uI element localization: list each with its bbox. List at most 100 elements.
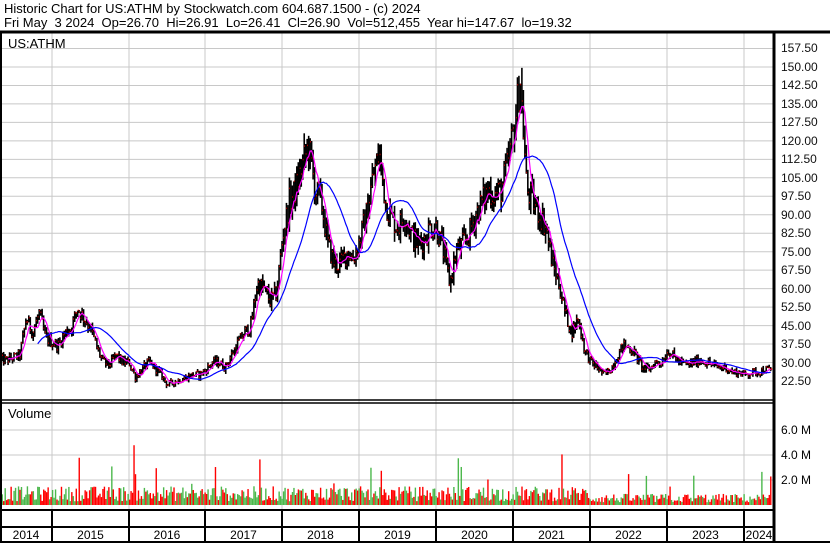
volume-bar <box>614 500 616 505</box>
volume-bar <box>149 493 152 505</box>
volume-bar <box>337 489 340 505</box>
volume-bar <box>738 498 741 505</box>
volume-bar <box>510 498 513 505</box>
volume-bar <box>361 490 363 505</box>
volume-bar <box>16 501 18 505</box>
volume-bar <box>441 490 443 505</box>
volume-bar <box>182 487 184 505</box>
volume-bar <box>91 487 94 505</box>
volume-bar <box>176 493 178 505</box>
volume-bar <box>133 445 135 505</box>
volume-bar <box>638 496 640 505</box>
volume-bar <box>312 489 314 505</box>
year-label: 2020 <box>461 528 488 542</box>
volume-bar <box>223 492 226 505</box>
volume-bar <box>97 495 100 505</box>
volume-bar <box>282 491 285 505</box>
volume-bar <box>472 497 474 505</box>
volume-bar <box>664 494 667 505</box>
volume-bar <box>368 499 371 505</box>
volume-bar <box>516 491 519 505</box>
volume-bar <box>272 486 274 505</box>
volume-label: Volume <box>8 406 52 421</box>
volume-bar <box>479 491 482 505</box>
volume-bar <box>435 496 437 505</box>
volume-bar <box>767 498 769 505</box>
volume-bar <box>125 500 128 505</box>
volume-bar <box>127 493 129 505</box>
volume-bar <box>559 499 562 505</box>
volume-bar <box>192 489 194 505</box>
volume-bar <box>470 499 473 505</box>
volume-bar <box>493 494 495 505</box>
volume-bar <box>679 501 682 505</box>
volume-bar <box>121 500 123 505</box>
volume-bar <box>309 501 311 505</box>
volume-bar <box>682 497 685 505</box>
volume-bar <box>51 489 54 505</box>
volume-bar <box>475 493 477 505</box>
volume-bar <box>607 498 609 505</box>
volume-bar <box>636 495 639 505</box>
volume-bar <box>463 501 465 505</box>
volume-bar <box>700 495 702 505</box>
volume-bar <box>728 500 731 505</box>
volume-bar <box>201 489 203 505</box>
volume-bar <box>645 475 648 505</box>
volume-bar <box>719 500 722 505</box>
volume-bar <box>518 495 520 505</box>
volume-bar <box>170 486 172 505</box>
volume-bar <box>171 491 174 505</box>
volume-bar <box>382 495 384 505</box>
volume-bar <box>54 489 57 505</box>
volume-bar <box>177 492 180 505</box>
volume-bar <box>10 486 12 505</box>
volume-bar <box>109 496 112 505</box>
volume-bar <box>408 486 411 505</box>
volume-bar <box>509 500 511 505</box>
volume-bar <box>525 489 528 505</box>
volume-bar <box>44 490 46 505</box>
volume-bar <box>5 500 8 505</box>
volume-bar <box>210 495 212 505</box>
volume-bar <box>355 488 357 505</box>
volume-bar <box>419 486 421 505</box>
volume-bar <box>260 487 263 505</box>
volume-bar <box>148 494 150 505</box>
volume-bar <box>334 491 337 505</box>
volume-bar <box>496 489 498 505</box>
price-tick-label: 75.00 <box>781 244 812 259</box>
volume-bar <box>159 494 162 505</box>
volume-bar <box>481 495 483 505</box>
year-label: 2022 <box>615 528 642 542</box>
volume-bar <box>650 494 652 505</box>
price-tick-label: 120.00 <box>781 133 818 148</box>
volume-bar <box>167 495 169 505</box>
volume-bar <box>48 499 51 505</box>
volume-bar <box>460 466 462 505</box>
volume-bar <box>747 502 750 505</box>
volume-bar <box>189 493 192 505</box>
volume-bar <box>753 498 756 505</box>
volume-bar <box>660 494 662 505</box>
volume-bar <box>281 498 283 505</box>
volume-bar <box>75 488 77 505</box>
price-tick-label: 30.00 <box>781 355 812 370</box>
volume-bar <box>364 497 366 505</box>
volume-bar <box>40 494 42 505</box>
volume-bar <box>423 494 425 505</box>
volume-bar <box>704 494 707 505</box>
close-tick <box>344 252 346 254</box>
volume-bar <box>701 496 704 505</box>
volume-bar <box>162 487 165 505</box>
volume-bar <box>633 499 636 505</box>
year-label: 2024 <box>745 528 773 542</box>
volume-bar <box>707 499 710 505</box>
volume-bar <box>65 488 67 505</box>
volume-bar <box>202 494 205 505</box>
volume-bar <box>359 486 362 505</box>
volume-bar <box>303 498 306 505</box>
volume-bar <box>207 489 209 505</box>
volume-bar <box>537 493 539 505</box>
volume-bar <box>417 496 420 505</box>
